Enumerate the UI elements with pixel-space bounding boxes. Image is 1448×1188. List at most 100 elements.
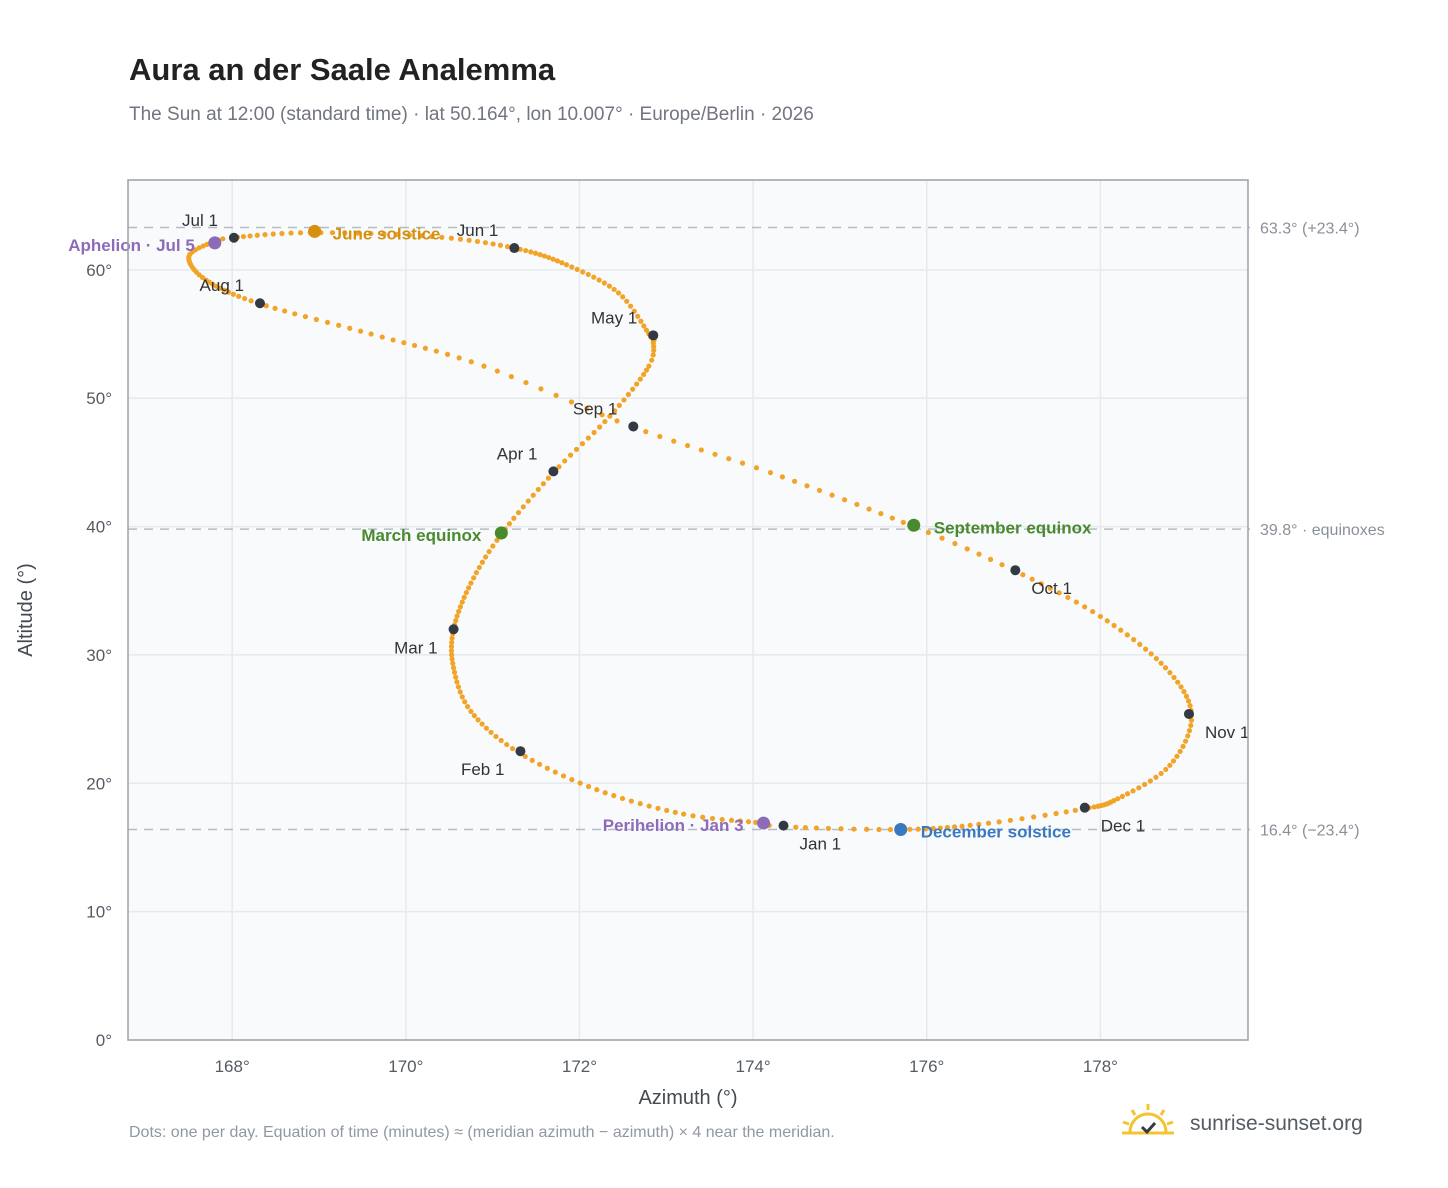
daily-sun-dot [1186, 728, 1193, 734]
month-marker-label: Sep 1 [573, 399, 617, 418]
daily-sun-dot [1180, 743, 1186, 749]
month-marker-label: Jan 1 [800, 835, 842, 854]
daily-sun-dot [433, 348, 439, 354]
daily-sun-dot [1097, 613, 1104, 620]
month-marker-label: Feb 1 [461, 760, 504, 779]
daily-sun-dot [476, 564, 482, 571]
daily-sun-dot [552, 769, 558, 775]
daily-sun-dot [490, 241, 496, 247]
brand[interactable]: sunrise-sunset.org [1120, 1100, 1420, 1150]
daily-sun-dot [925, 529, 931, 536]
y-tick-label: 10° [86, 903, 112, 922]
plot-background [128, 180, 1248, 1040]
month-marker-label: Nov 1 [1205, 723, 1249, 742]
daily-sun-dot [838, 826, 844, 832]
event-label: March equinox [361, 526, 482, 545]
daily-sun-dot [236, 293, 242, 299]
y-axis-ticks: 0° 10° 20° 30° 40° 50° 60° [86, 261, 112, 1050]
daily-sun-dot [999, 562, 1005, 568]
daily-sun-dot [523, 247, 529, 254]
daily-sun-dot [728, 817, 735, 823]
event-markers: June solstice March equinox September equi… [68, 224, 1092, 841]
daily-sun-dot [709, 815, 716, 822]
month-markers: Jan 1 Feb 1 Mar 1 Apr 1 May 1 Jun 1 Jul 1 Aug 1… [182, 211, 1249, 854]
daily-sun-dot [292, 311, 298, 317]
daily-sun-dot [553, 392, 559, 399]
event-label: September equinox [934, 518, 1092, 537]
daily-sun-dot [614, 418, 620, 424]
daily-sun-dot [381, 231, 387, 237]
daily-sun-dot [574, 266, 580, 272]
month-marker [548, 466, 559, 477]
daily-sun-dot [508, 374, 515, 380]
daily-sun-dot [996, 819, 1002, 825]
daily-sun-dot [230, 291, 236, 297]
daily-sun-dot [584, 405, 590, 412]
daily-sun-dot [530, 492, 536, 498]
month-marker [648, 330, 659, 341]
daily-sun-dot [641, 323, 647, 329]
daily-sun-dot [1072, 807, 1078, 813]
month-marker [448, 624, 459, 635]
daily-sun-dot [448, 648, 455, 654]
daily-sun-dot [545, 475, 552, 481]
event-label: December solstice [921, 822, 1071, 841]
daily-sun-dot [497, 242, 504, 248]
daily-sun-dot [930, 825, 936, 832]
daily-sun-dot [528, 249, 534, 255]
daily-sun-dot [627, 303, 634, 309]
sun-logo-icon [1122, 1104, 1174, 1135]
daily-sun-dot [585, 271, 591, 278]
daily-sun-dot [520, 504, 526, 510]
daily-sun-dot [429, 233, 435, 240]
daily-sun-dot [599, 412, 605, 418]
daily-sun-dot [358, 328, 364, 334]
daily-sun-dot [638, 318, 644, 324]
daily-sun-dot [449, 656, 455, 662]
daily-sun-dot [457, 689, 463, 695]
daily-sun-dot [379, 334, 385, 340]
daily-sun-dot [567, 452, 574, 458]
month-marker-label: Oct 1 [1031, 579, 1072, 598]
daily-sun-dot [462, 699, 468, 705]
daily-sun-dot [937, 825, 943, 831]
daily-sun-dot [473, 570, 480, 576]
month-marker-label: May 1 [591, 308, 637, 327]
x-tick-label: 172° [562, 1057, 597, 1076]
daily-sun-dot [449, 635, 455, 641]
daily-sun-dot [221, 287, 227, 293]
daily-sun-dot [625, 391, 632, 398]
daily-sun-dot [1153, 774, 1159, 780]
daily-sun-dot [624, 298, 630, 304]
daily-sun-dot [529, 757, 535, 763]
daily-sun-dot [522, 753, 528, 760]
daily-sun-dot [643, 367, 650, 373]
daily-sun-dot [481, 363, 487, 369]
event-label: Aphelion · Jul 5 [68, 236, 195, 255]
reference-line-label: 16.4° (−23.4°) [1260, 822, 1360, 839]
daily-sun-dot [422, 345, 428, 351]
daily-sun-dot [541, 253, 548, 259]
daily-sun-dot [813, 825, 820, 831]
month-marker-label: Apr 1 [497, 444, 538, 463]
month-marker [1010, 565, 1021, 576]
daily-sun-dot [1095, 803, 1101, 809]
daily-sun-dot [967, 822, 973, 828]
daily-sun-dot [1163, 766, 1169, 773]
daily-sun-dot [535, 486, 541, 493]
daily-sun-dot [482, 240, 489, 246]
daily-sun-dot [494, 368, 500, 374]
daily-sun-dot [1158, 770, 1164, 777]
daily-sun-dot [1131, 637, 1137, 643]
daily-sun-dot [577, 780, 583, 786]
daily-sun-dot [630, 386, 636, 392]
x-tick-label: 170° [388, 1057, 423, 1076]
month-marker [778, 820, 789, 831]
daily-sun-dot [504, 244, 511, 250]
daily-sun-dot [468, 359, 474, 365]
daily-sun-dot [878, 511, 884, 517]
daily-sun-dot [611, 286, 617, 293]
daily-sun-dot [612, 408, 618, 414]
daily-sun-dot [456, 608, 462, 615]
daily-sun-dot [479, 721, 485, 727]
